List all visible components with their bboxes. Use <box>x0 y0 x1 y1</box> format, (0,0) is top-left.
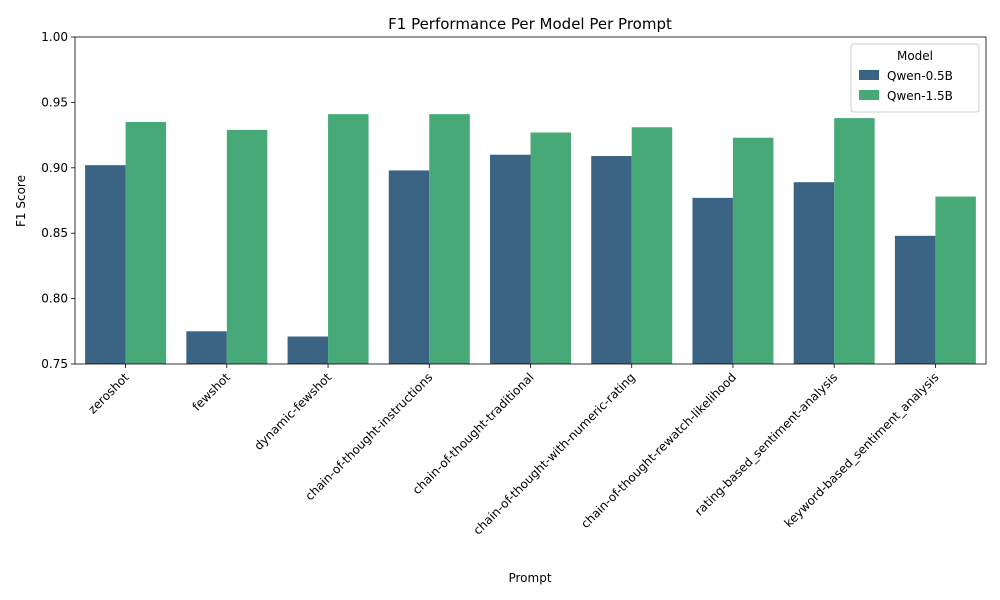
plot-area: 0.75 0.80 0.85 0.90 0.95 1.00 zeroshot fewshot d… <box>41 30 987 538</box>
bar-qwen-1-5b-2 <box>328 114 369 364</box>
bar-qwen-1-5b-7 <box>834 118 875 364</box>
x-tick-label: chain-of-thought-with-numeric-rating <box>471 370 638 537</box>
y-tick-label: 0.80 <box>41 292 68 306</box>
bar-qwen-1-5b-0 <box>125 122 167 365</box>
bar-qwen-1-5b-4 <box>530 132 571 364</box>
y-tick-label: 0.90 <box>41 161 68 175</box>
bar-qwen-0-5b-0 <box>85 165 126 364</box>
bar-qwen-1-5b-6 <box>732 137 774 364</box>
bar-qwen-0-5b-5 <box>591 156 632 364</box>
chart-title: F1 Performance Per Model Per Prompt <box>388 15 672 33</box>
bar-qwen-1-5b-8 <box>935 196 976 364</box>
y-tick-label: 0.95 <box>41 95 68 109</box>
bar-qwen-0-5b-2 <box>287 336 329 364</box>
bar-qwen-1-5b-3 <box>429 114 470 364</box>
legend-swatch-1 <box>859 90 879 100</box>
x-tick-label: fewshot <box>190 370 234 414</box>
x-tick-label: dynamic-fewshot <box>251 370 334 453</box>
bar-qwen-0-5b-6 <box>692 197 733 364</box>
bar-qwen-0-5b-3 <box>388 170 430 364</box>
legend-title: Model <box>897 49 933 63</box>
bar-qwen-0-5b-4 <box>490 154 531 364</box>
legend-label-1: Qwen-1.5B <box>887 89 953 103</box>
x-tick-label: chain-of-thought-rewatch-likelihood <box>578 370 739 531</box>
x-axis-label: Prompt <box>508 571 551 585</box>
y-axis-label: F1 Score <box>14 175 28 227</box>
legend-swatch-0 <box>859 70 879 80</box>
y-tick-label: 0.85 <box>41 226 68 240</box>
y-tick-label: 0.75 <box>41 357 68 371</box>
bar-qwen-0-5b-8 <box>894 235 936 364</box>
bar-qwen-0-5b-1 <box>186 331 227 364</box>
legend-label-0: Qwen-0.5B <box>887 69 953 83</box>
bar-qwen-1-5b-5 <box>631 127 673 364</box>
y-tick-label: 1.00 <box>41 30 68 44</box>
legend-box <box>850 43 980 113</box>
bar-qwen-0-5b-7 <box>793 182 835 364</box>
x-tick-label: zeroshot <box>85 370 132 417</box>
bar-qwen-1-5b-1 <box>226 129 268 364</box>
x-tick-label: chain-of-thought-traditional <box>410 370 537 497</box>
legend: Model Qwen-0.5B Qwen-1.5B <box>850 43 980 113</box>
